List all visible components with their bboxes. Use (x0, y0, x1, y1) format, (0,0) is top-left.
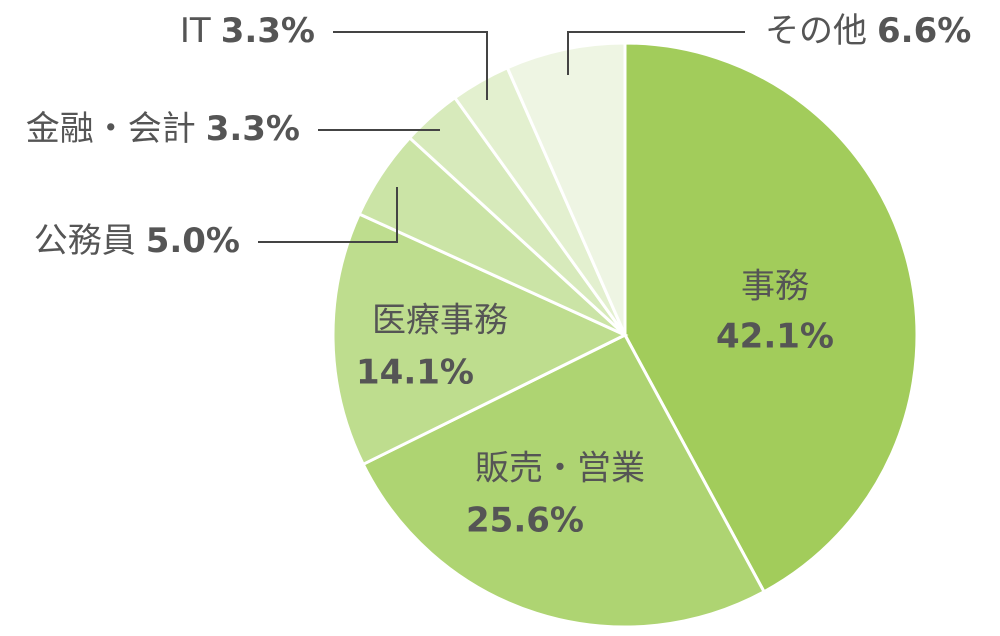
pie-slice (331, 212, 629, 467)
value-label: 42.1% (716, 317, 834, 357)
pie-slice (361, 333, 767, 629)
slice-label-group: IT 3.3% (180, 11, 315, 51)
pie-slice (623, 41, 919, 594)
slice-label-group: その他 6.6% (765, 11, 971, 51)
slice-label-group: 金融・会計 3.3% (26, 109, 300, 149)
value-label: 25.6% (466, 501, 584, 541)
value-label: 5.0% (146, 221, 240, 261)
leader-line (258, 187, 398, 243)
slice-label: 金融・会計 (26, 109, 196, 149)
pie-slice (505, 41, 627, 336)
slice-label: 医療事務 (372, 301, 508, 341)
slice-label: 販売・営業 (475, 449, 645, 489)
value-label: 6.6% (877, 11, 971, 51)
slice-label: IT (180, 11, 211, 51)
value-label: 3.3% (221, 11, 315, 51)
slice-label: 公務員 (34, 221, 136, 261)
slice-label: その他 (765, 11, 867, 51)
value-label: 14.1% (356, 353, 474, 393)
value-label: 3.3% (206, 109, 300, 149)
slice-label-group: 公務員 5.0% (34, 221, 240, 261)
leader-line (333, 31, 488, 100)
slice-label: 事務 (741, 267, 809, 307)
leader-line (567, 31, 745, 75)
